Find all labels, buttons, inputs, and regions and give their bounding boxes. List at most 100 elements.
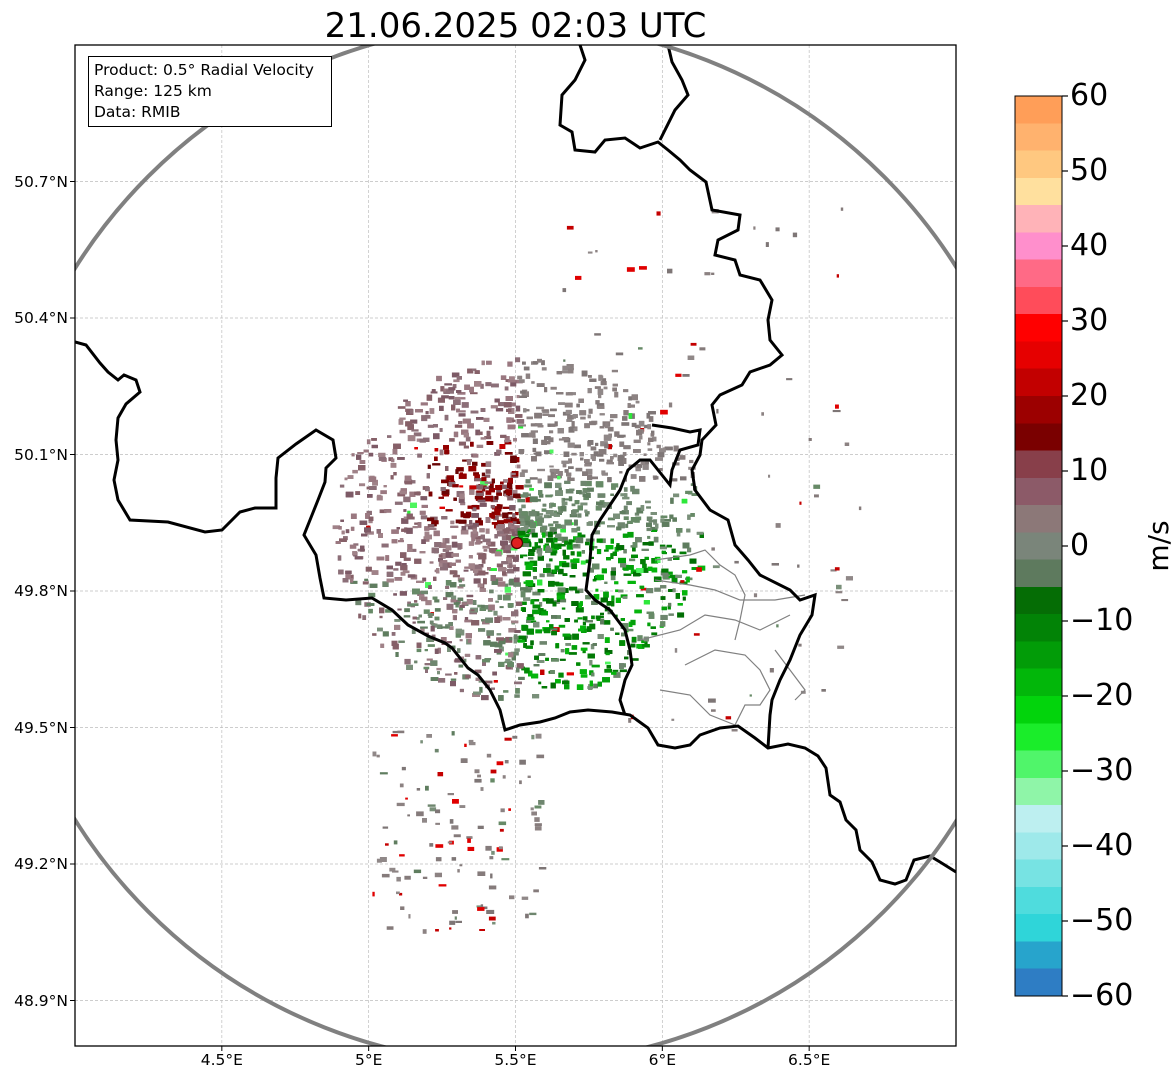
echo-pixel — [634, 424, 641, 429]
echo-pixel — [599, 615, 604, 618]
echo-pixel — [582, 642, 590, 645]
echo-pixel — [538, 681, 542, 685]
echo-pixel — [635, 537, 642, 543]
colorbar-tick-label: 10 — [1070, 453, 1109, 488]
echo-pixel — [550, 386, 557, 390]
echo-pixel — [513, 577, 520, 584]
echo-pixel — [396, 876, 401, 882]
echo-pixel — [574, 500, 580, 505]
echo-pixel — [453, 615, 457, 621]
echo-pixel — [526, 619, 531, 623]
echo-pixel — [685, 490, 693, 494]
echo-pixel — [604, 668, 612, 673]
echo-pixel — [612, 387, 617, 392]
echo-pixel — [455, 628, 462, 634]
echo-pixel — [503, 594, 511, 601]
echo-pixel — [573, 544, 579, 547]
echo-pixel — [610, 553, 614, 559]
echo-pixel — [454, 916, 457, 920]
echo-pixel — [660, 621, 666, 627]
echo-pixel — [563, 498, 569, 501]
echo-pixel — [428, 491, 433, 497]
echo-pixel — [504, 737, 512, 741]
echo-pixel — [416, 617, 420, 620]
echo-pixel — [699, 533, 704, 538]
echo-pixel — [601, 472, 608, 476]
echo-pixel — [347, 475, 354, 479]
echo-pixel — [635, 516, 642, 521]
echo-pixel — [541, 360, 545, 366]
echo-pixel — [482, 572, 489, 575]
echo-pixel — [474, 669, 482, 674]
echo-pixel — [465, 436, 471, 442]
echo-pixel — [519, 379, 525, 383]
echo-pixel — [664, 519, 671, 522]
echo-pixel — [568, 368, 574, 374]
echo-pixel — [532, 546, 537, 550]
echo-pixel — [504, 493, 508, 497]
radar-site-marker[interactable] — [510, 536, 524, 550]
echo-pixel — [482, 659, 490, 663]
echo-pixel — [655, 523, 659, 529]
echo-pixel — [399, 783, 404, 788]
echo-pixel — [481, 462, 488, 467]
echo-pixel — [835, 591, 843, 594]
echo-pixel — [577, 532, 582, 539]
echo-pixel — [511, 620, 519, 624]
echo-pixel — [632, 547, 636, 552]
echo-pixel — [631, 554, 638, 558]
echo-pixel — [507, 512, 513, 515]
echo-pixel — [641, 640, 647, 644]
colorbar-tick-label: −50 — [1070, 903, 1134, 938]
echo-pixel — [416, 788, 421, 791]
echo-pixel — [619, 640, 626, 646]
echo-pixel — [510, 380, 517, 387]
echo-pixel — [446, 603, 454, 610]
echo-pixel — [489, 426, 494, 430]
echo-pixel — [623, 549, 627, 554]
echo-pixel — [611, 567, 616, 572]
echo-pixel — [554, 537, 558, 540]
echo-pixel — [548, 531, 553, 538]
echo-pixel — [464, 566, 471, 569]
echo-pixel — [513, 634, 518, 639]
echo-pixel — [572, 414, 578, 418]
echo-pixel — [361, 533, 368, 537]
echo-pixel — [380, 490, 387, 495]
echo-pixel — [611, 671, 617, 675]
echo-pixel — [463, 432, 469, 438]
echo-pixel — [640, 460, 646, 465]
echo-pixel — [584, 463, 592, 467]
echo-pixel — [445, 585, 450, 589]
echo-pixel — [603, 434, 612, 441]
echo-pixel — [670, 497, 674, 504]
echo-pixel — [595, 505, 602, 511]
echo-pixel — [527, 775, 531, 778]
echo-pixel — [468, 555, 473, 559]
echo-pixel — [461, 429, 469, 435]
echo-pixel — [482, 659, 486, 666]
echo-pixel — [457, 586, 464, 589]
echo-pixel — [447, 641, 452, 644]
echo-pixel — [661, 550, 666, 554]
echo-pixel — [354, 556, 363, 560]
echo-pixel — [485, 680, 493, 684]
echo-pixel — [468, 541, 474, 546]
echo-pixel — [640, 505, 645, 511]
echo-pixel — [547, 515, 552, 518]
echo-pixel — [564, 480, 571, 484]
echo-pixel — [614, 431, 620, 437]
echo-pixel — [488, 916, 496, 921]
echo-pixel — [502, 775, 506, 779]
echo-pixel — [580, 502, 588, 506]
echo-pixel — [585, 595, 591, 600]
echo-pixel — [441, 626, 449, 629]
echo-pixel — [531, 599, 540, 602]
echo-pixel — [600, 612, 604, 616]
echo-pixel — [394, 501, 403, 505]
echo-pixel — [452, 609, 458, 614]
echo-pixel — [519, 527, 527, 533]
echo-pixel — [505, 658, 511, 663]
echo-pixel — [425, 785, 429, 791]
